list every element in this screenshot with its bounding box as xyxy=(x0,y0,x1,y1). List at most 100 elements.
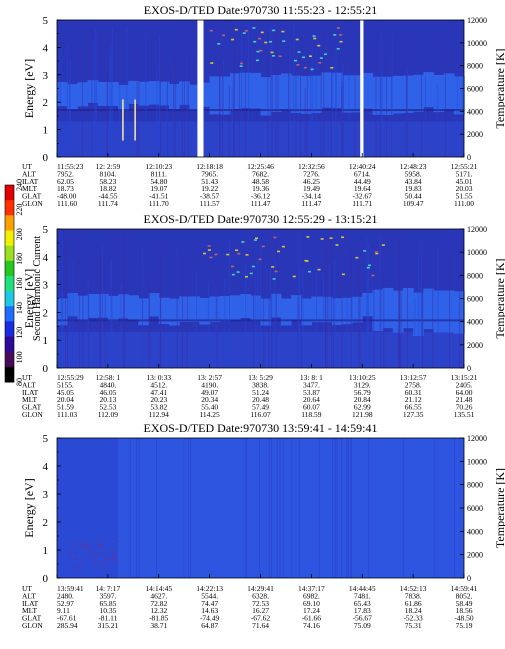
intensity-speck xyxy=(87,543,91,545)
orbit-table-cell: 121.98 xyxy=(352,410,373,419)
orbit-table-cell: 5171. xyxy=(456,169,473,178)
intensity-speck xyxy=(100,544,103,546)
intensity-speck xyxy=(261,245,265,248)
orbit-table-cell: 14:37:17 xyxy=(298,584,325,593)
orbit-table-cell: 4190. xyxy=(201,380,218,389)
intensity-speck xyxy=(70,543,74,546)
orbit-table-cell: 285.94 xyxy=(57,621,78,630)
orbit-table-cell: 20.48 xyxy=(252,395,269,404)
bright-band-segment xyxy=(291,295,302,320)
orbit-table-cell: 3129. xyxy=(354,380,371,389)
y-tick-label: 1 xyxy=(43,545,49,557)
orbit-table-cell: 58.23 xyxy=(99,177,116,186)
intensity-speck xyxy=(336,27,340,29)
bright-band-segment xyxy=(311,75,323,114)
intensity-speck xyxy=(272,29,276,32)
y-tick-label: 1 xyxy=(43,125,49,137)
orbit-table-cell: 21.12 xyxy=(405,395,422,404)
bright-band-segment xyxy=(433,290,445,333)
colorbar-swatch xyxy=(5,200,14,216)
orbit-table-cell: 56.79 xyxy=(354,388,371,397)
intensity-speck xyxy=(77,565,81,568)
orbit-table-cell: 14.63 xyxy=(201,606,218,615)
y-tick-label: 3 xyxy=(43,489,49,501)
orbit-table-cell: 12.32 xyxy=(150,606,167,615)
orbit-table-cell: 62.99 xyxy=(354,403,371,412)
intensity-speck xyxy=(242,32,246,34)
bright-band-segment xyxy=(107,82,119,107)
orbit-row-label: GLON xyxy=(22,621,43,630)
intensity-speck xyxy=(107,556,111,558)
bright-band-segment xyxy=(372,76,384,115)
intensity-speck xyxy=(214,253,218,256)
intensity-speck xyxy=(84,543,88,545)
intensity-speck xyxy=(255,237,259,240)
intensity-speck xyxy=(80,562,84,565)
orbit-table-cell: 70.26 xyxy=(456,403,473,412)
intensity-speck xyxy=(253,239,257,241)
orbit-table-cell: 51.43 xyxy=(201,177,218,186)
orbit-table-cell: 50.44 xyxy=(405,192,422,201)
bright-band-segment xyxy=(362,72,374,109)
intensity-speck xyxy=(239,62,243,65)
intensity-speck xyxy=(312,35,316,37)
colorbar-swatch xyxy=(5,366,14,383)
bright-band-segment xyxy=(138,81,150,106)
intensity-speck xyxy=(308,55,312,58)
orbit-table-cell: 112.09 xyxy=(98,410,119,419)
bright-band-segment xyxy=(128,80,139,105)
orbit-table-cell: -32.67 xyxy=(353,192,373,201)
intensity-speck xyxy=(273,236,277,239)
intensity-speck xyxy=(97,563,100,565)
orbit-table-cell: 43.84 xyxy=(405,177,422,186)
bright-band-segment xyxy=(250,72,262,109)
orbit-table-cell: -44.55 xyxy=(98,192,118,201)
y2-tick-label: 2000 xyxy=(467,341,483,350)
orbit-table-cell: 3477. xyxy=(303,380,320,389)
intensity-speck xyxy=(102,567,106,569)
intensity-speck xyxy=(109,550,113,553)
orbit-table-cell: 17.24 xyxy=(303,606,320,615)
bright-band-segment xyxy=(138,298,150,326)
orbit-table-cell: 12:48:23 xyxy=(400,162,427,171)
orbit-table-cell: 46.05 xyxy=(99,388,116,397)
orbit-table-cell: 45.01 xyxy=(456,177,473,186)
y2-tick-label: 0 xyxy=(467,153,471,162)
orbit-table-cell: 111.57 xyxy=(200,199,220,208)
intensity-speck xyxy=(95,543,99,545)
orbit-row-label: GLAT xyxy=(22,192,42,201)
orbit-table-cell: 111.47 xyxy=(301,199,321,208)
y-tick-label: 3 xyxy=(43,280,49,292)
orbit-table-cell: 44.49 xyxy=(354,177,371,186)
intensity-speck xyxy=(114,559,118,561)
y2-tick-label: 12000 xyxy=(467,225,487,234)
intensity-speck xyxy=(271,55,275,57)
orbit-row-label: GLAT xyxy=(22,403,42,412)
bright-band-segment xyxy=(382,287,394,329)
bright-spike xyxy=(134,99,136,141)
orbit-row-label: ALT xyxy=(22,169,36,178)
orbit-table-cell: 18.82 xyxy=(99,184,116,193)
intensity-speck xyxy=(269,40,273,43)
bright-band-segment xyxy=(443,73,455,110)
bright-band-segment xyxy=(321,296,333,323)
intensity-speck xyxy=(375,252,379,255)
colorbar-tick-label: 160 xyxy=(15,278,24,290)
orbit-row-label: UT xyxy=(22,584,32,593)
bright-band-segment xyxy=(413,74,424,112)
data-gap xyxy=(360,20,364,157)
bright-band-segment xyxy=(148,293,160,317)
orbit-table-cell: 4627. xyxy=(150,591,167,600)
intensity-speck xyxy=(113,551,116,554)
y-tick-label: 4 xyxy=(43,252,49,264)
intensity-speck xyxy=(78,543,81,545)
orbit-table-cell: 109.47 xyxy=(403,199,424,208)
orbit-table-cell: -81.85 xyxy=(149,614,169,623)
intensity-speck xyxy=(335,244,339,246)
orbit-table-cell: 111.71 xyxy=(352,199,372,208)
intensity-speck xyxy=(371,274,375,277)
orbit-table-cell: 46.25 xyxy=(303,177,320,186)
orbit-table-cell: 111.47 xyxy=(250,199,270,208)
orbit-table-cell: 65.43 xyxy=(354,599,371,608)
